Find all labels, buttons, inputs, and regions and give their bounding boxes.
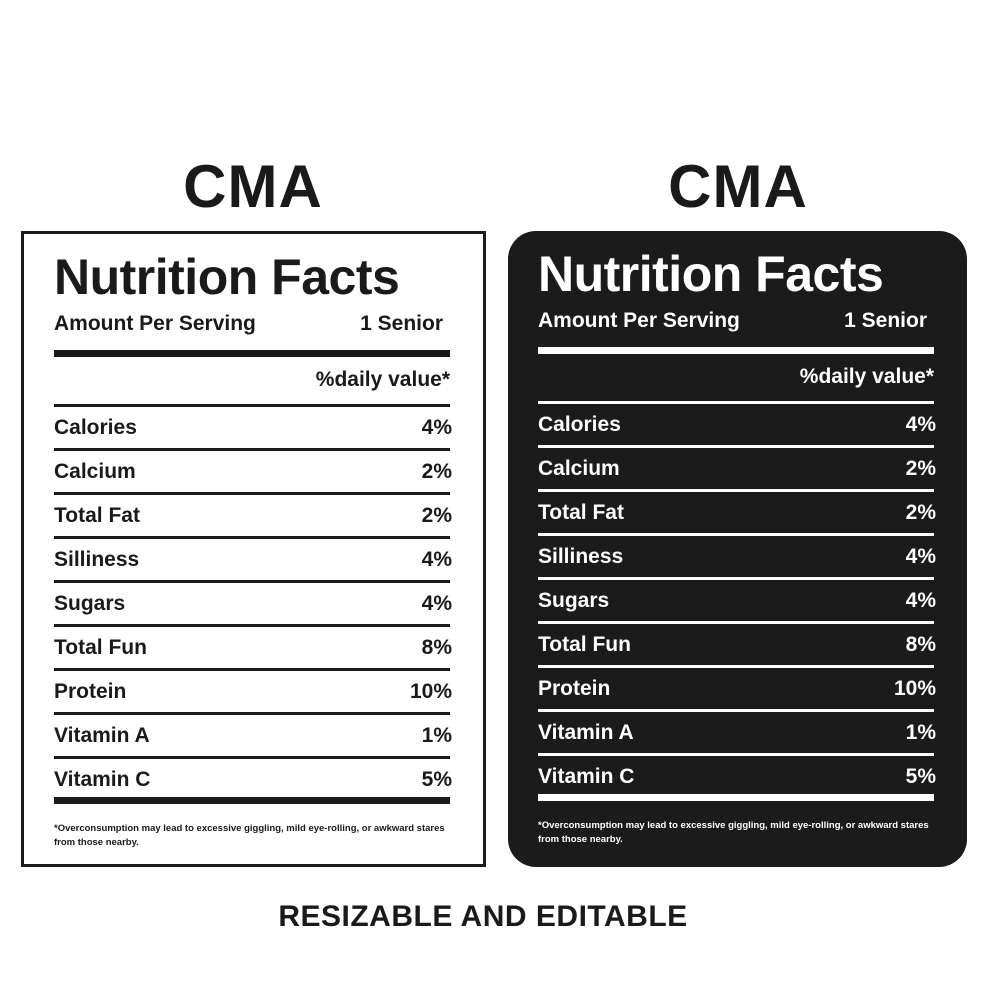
thick-divider	[54, 350, 450, 357]
nutrient-row: Total Fat 2%	[538, 489, 936, 533]
nutrient-value: 10%	[409, 679, 452, 703]
nutrient-value: 2%	[421, 503, 452, 527]
nutrient-row: Silliness 4%	[538, 533, 936, 577]
nutrition-title: Nutrition Facts	[54, 249, 400, 305]
nutrient-name: Total Fun	[538, 632, 631, 656]
nutrient-value: 4%	[421, 415, 452, 439]
nutrient-row: Sugars 4%	[538, 577, 936, 621]
nutrient-row: Vitamin C 5%	[54, 756, 452, 800]
nutrient-name: Vitamin C	[54, 767, 151, 791]
nutrient-row: Protein 10%	[538, 665, 936, 709]
nutrient-name: Silliness	[538, 544, 624, 568]
nutrient-name: Silliness	[54, 547, 140, 571]
nutrient-row: Protein 10%	[54, 668, 452, 712]
nutrition-label-dark: Nutrition Facts Amount Per Serving 1 Sen…	[508, 231, 967, 867]
nutrient-row: Vitamin A 1%	[54, 712, 452, 756]
nutrient-name: Total Fat	[54, 503, 140, 527]
nutrient-value: 5%	[421, 767, 452, 791]
nutrient-value: 8%	[421, 635, 452, 659]
nutrient-value: 4%	[905, 412, 936, 436]
serving-size-value: 1 Senior	[844, 309, 927, 332]
footnote: *Overconsumption may lead to excessive g…	[54, 823, 445, 848]
nutrient-name: Calories	[538, 412, 621, 436]
nutrient-row: Calories 4%	[538, 401, 936, 445]
nutrient-name: Vitamin C	[538, 764, 635, 788]
nutrient-name: Sugars	[538, 588, 610, 612]
label-heading-right: CMA	[668, 153, 808, 220]
amount-per-serving-label: Amount Per Serving	[54, 312, 256, 335]
nutrient-name: Calcium	[538, 456, 620, 480]
daily-value-header: %daily value*	[799, 365, 934, 388]
label-heading-left: CMA	[183, 153, 323, 220]
nutrient-row: Silliness 4%	[54, 536, 452, 580]
nutrient-value: 2%	[905, 456, 936, 480]
amount-per-serving-label: Amount Per Serving	[538, 309, 740, 332]
footnote: *Overconsumption may lead to excessive g…	[538, 820, 929, 845]
nutrient-value: 1%	[421, 723, 452, 747]
nutrient-value: 2%	[905, 500, 936, 524]
thick-divider	[54, 797, 450, 804]
nutrient-name: Vitamin A	[54, 723, 150, 747]
nutrient-value: 4%	[905, 588, 936, 612]
nutrient-row: Calcium 2%	[54, 448, 452, 492]
nutrient-row: Total Fun 8%	[54, 624, 452, 668]
nutrient-row: Vitamin A 1%	[538, 709, 936, 753]
thick-divider	[538, 794, 934, 801]
nutrient-row: Total Fun 8%	[538, 621, 936, 665]
nutrient-name: Sugars	[54, 591, 126, 615]
nutrient-name: Total Fun	[54, 635, 147, 659]
nutrient-name: Protein	[54, 679, 127, 703]
nutrition-title: Nutrition Facts	[538, 246, 884, 302]
nutrient-name: Protein	[538, 676, 611, 700]
nutrient-row: Calories 4%	[54, 404, 452, 448]
serving-size-value: 1 Senior	[360, 312, 443, 335]
nutrient-value: 4%	[421, 547, 452, 571]
nutrient-rows: Calories 4% Calcium 2% Total Fat 2% Silline…	[54, 404, 452, 800]
nutrient-row: Vitamin C 5%	[538, 753, 936, 797]
nutrient-name: Vitamin A	[538, 720, 634, 744]
nutrient-row: Sugars 4%	[54, 580, 452, 624]
nutrient-name: Total Fat	[538, 500, 624, 524]
nutrient-value: 5%	[905, 764, 936, 788]
thick-divider	[538, 347, 934, 354]
tagline: RESIZABLE AND EDITABLE	[278, 900, 688, 933]
nutrient-value: 8%	[905, 632, 936, 656]
daily-value-header: %daily value*	[315, 368, 450, 391]
nutrient-name: Calcium	[54, 459, 136, 483]
nutrient-value: 1%	[905, 720, 936, 744]
nutrient-value: 4%	[421, 591, 452, 615]
nutrient-name: Calories	[54, 415, 137, 439]
nutrient-value: 10%	[893, 676, 936, 700]
nutrient-row: Total Fat 2%	[54, 492, 452, 536]
nutrition-label-light: Nutrition Facts Amount Per Serving 1 Sen…	[21, 231, 486, 867]
nutrient-value: 2%	[421, 459, 452, 483]
nutrient-row: Calcium 2%	[538, 445, 936, 489]
nutrient-value: 4%	[905, 544, 936, 568]
nutrient-rows: Calories 4% Calcium 2% Total Fat 2% Silline…	[538, 401, 936, 797]
